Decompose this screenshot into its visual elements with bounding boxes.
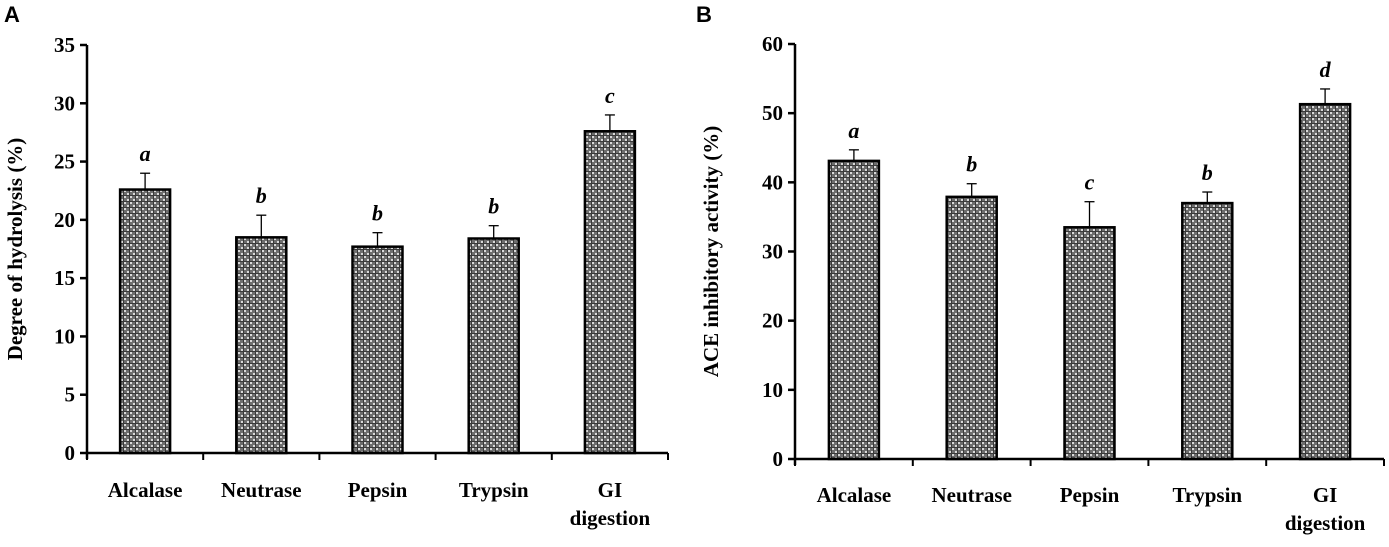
y-tick-label: 15 — [54, 266, 75, 290]
significance-letter: b — [488, 194, 499, 219]
panel-b: B ACE inhibitory activity (%) a Alcalase b N… — [690, 0, 1389, 547]
panel-a: A Degree of hydrolysis (%) a Alcalase b Neut… — [0, 0, 690, 547]
x-tick-label: Trypsin — [459, 478, 529, 502]
bar-pepsin — [351, 245, 404, 455]
bar-pepsin — [1063, 226, 1116, 461]
y-tick-label: 10 — [762, 378, 783, 402]
y-tick-label: 60 — [762, 32, 783, 56]
y-tick-label: 50 — [762, 101, 783, 125]
y-axis-title: Degree of hydrolysis (%) — [3, 138, 27, 361]
significance-letter: c — [605, 83, 615, 108]
y-tick-label: 10 — [54, 324, 75, 348]
panel-letter-a: A — [4, 2, 20, 27]
y-tick-label: 40 — [762, 170, 783, 194]
significance-letter: b — [966, 152, 977, 177]
significance-letter: b — [1202, 160, 1213, 185]
significance-letter: a — [848, 118, 859, 143]
x-tick-label: Alcalase — [108, 478, 183, 502]
significance-letter: a — [140, 141, 151, 166]
bar-trypsin — [467, 237, 520, 455]
x-tick-label: Pepsin — [348, 478, 408, 502]
bar-neutrase — [235, 236, 288, 455]
bar-alcalase — [827, 159, 881, 461]
y-tick-label: 5 — [65, 383, 76, 407]
significance-letter: c — [1085, 170, 1095, 195]
significance-letter: d — [1320, 57, 1332, 82]
panel-letter-b: B — [696, 2, 712, 27]
y-tick-label: 25 — [54, 150, 75, 174]
y-tick-label: 35 — [54, 33, 75, 57]
y-tick-label: 0 — [773, 447, 784, 471]
y-axis-title: ACE inhibitory activity (%) — [699, 126, 723, 377]
y-tick-label: 0 — [65, 441, 76, 465]
x-tick-label: Pepsin — [1060, 483, 1120, 507]
y-tick-label: 30 — [54, 91, 75, 115]
x-tick-label: Trypsin — [1172, 483, 1242, 507]
bar-chart-degree-of-hydrolysis: Degree of hydrolysis (%) a Alcalase b Neutra… — [3, 33, 669, 530]
y-tick-label: 30 — [762, 240, 783, 264]
bar-alcalase — [118, 188, 172, 455]
significance-letter: b — [372, 201, 383, 226]
x-tick-label: Neutrase — [221, 478, 301, 502]
bar-neutrase — [945, 195, 998, 461]
bar-gi-digestion — [583, 130, 637, 455]
bar-gi-digestion — [1298, 102, 1352, 461]
y-tick-label: 20 — [54, 208, 75, 232]
significance-letter: b — [256, 183, 267, 208]
x-tick-label: GI digestion — [1285, 483, 1366, 535]
x-tick-label: Alcalase — [817, 483, 892, 507]
x-tick-label: Neutrase — [931, 483, 1011, 507]
y-tick-label: 20 — [762, 309, 783, 333]
bar-trypsin — [1181, 201, 1234, 461]
bar-chart-ace-inhibitory-activity: ACE inhibitory activity (%) a Alcalase b Neu… — [699, 32, 1385, 535]
x-tick-label: GI digestion — [570, 478, 651, 530]
